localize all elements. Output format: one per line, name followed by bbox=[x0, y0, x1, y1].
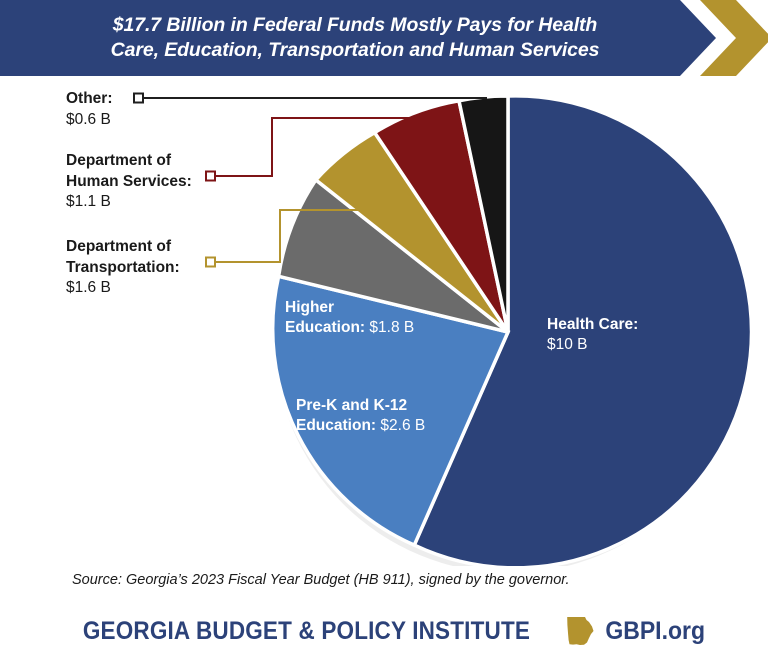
callout-label-other: Other: $0.6 B bbox=[66, 89, 113, 130]
website-name: GBPI.org bbox=[605, 616, 706, 645]
source-note: Source: Georgia’s 2023 Fiscal Year Budge… bbox=[72, 572, 570, 588]
leader-marker-other bbox=[133, 92, 144, 104]
pie-slice-health-care[interactable] bbox=[412, 94, 754, 566]
page-title-line2: Care, Education, Transportation and Huma… bbox=[110, 39, 600, 61]
callout-label-human-services: Department of Human Services: $1.1 B bbox=[66, 151, 192, 213]
callout-label-transportation: Department of Transportation: $1.6 B bbox=[66, 237, 180, 299]
callout-label-human-services-amount: $1.1 B bbox=[66, 193, 111, 210]
leader-marker-transportation bbox=[205, 256, 216, 268]
callout-label-transportation-line1: Department of bbox=[66, 238, 172, 255]
callout-label-human-services-line2: Human Services: bbox=[66, 172, 192, 190]
callout-label-human-services-line1: Department of bbox=[66, 152, 172, 169]
slice-label-higher-education-line2: Education: bbox=[285, 319, 366, 336]
leader-line-transportation bbox=[205, 209, 390, 268]
pie-chart-graphic bbox=[133, 92, 754, 566]
slice-label-higher-education-line1: Higher bbox=[285, 299, 335, 316]
header-banner-graphic bbox=[0, 0, 768, 76]
slice-label-prek-k12: Pre-K and K-12 Education: $2.6 B bbox=[296, 396, 425, 436]
georgia-state-icon bbox=[567, 617, 594, 645]
organization-name: GEORGIA BUDGET & POLICY INSTITUTE bbox=[83, 616, 531, 645]
page-title-line1: $17.7 Billion in Federal Funds Mostly Pa… bbox=[112, 14, 598, 36]
banner-arrow-shape bbox=[0, 0, 716, 76]
slice-label-health-care: Health Care: $10 B bbox=[547, 315, 638, 355]
header-banner: $17.7 Billion in Federal Funds Mostly Pa… bbox=[0, 0, 768, 76]
pie-slice-prek-k12[interactable] bbox=[270, 274, 511, 548]
page-title: $17.7 Billion in Federal Funds Mostly Pa… bbox=[40, 8, 670, 68]
slice-label-health-care-category: Health Care: bbox=[547, 316, 639, 333]
slice-label-prek-k12-line1: Pre-K and K-12 bbox=[296, 397, 408, 414]
callout-label-transportation-line2: Transportation: bbox=[66, 258, 180, 276]
slice-label-health-care-amount: $10 B bbox=[547, 336, 588, 353]
gbpi-logo: GEORGIA BUDGET & POLICY INSTITUTE GBPI.o… bbox=[0, 612, 768, 650]
pie-chart: Health Care: $10 B Pre-K and K-12 Educat… bbox=[0, 76, 768, 566]
callout-label-other-amount: $0.6 B bbox=[66, 110, 111, 128]
slice-label-higher-education: Higher Education: $1.8 B bbox=[285, 298, 414, 338]
leader-marker-human-services bbox=[205, 170, 216, 182]
slice-label-prek-k12-line2: Education: bbox=[296, 417, 377, 434]
gold-chevron-icon bbox=[700, 0, 768, 76]
pie-slice-higher-education[interactable] bbox=[276, 177, 510, 334]
callout-label-other-category: Other: bbox=[66, 90, 113, 107]
callout-label-transportation-amount: $1.6 B bbox=[66, 279, 111, 296]
leader-line-human-services bbox=[205, 117, 440, 182]
slice-label-prek-k12-amount: $2.6 B bbox=[380, 417, 426, 434]
slice-label-higher-education-amount: $1.8 B bbox=[369, 319, 415, 336]
leader-line-other bbox=[133, 92, 487, 104]
